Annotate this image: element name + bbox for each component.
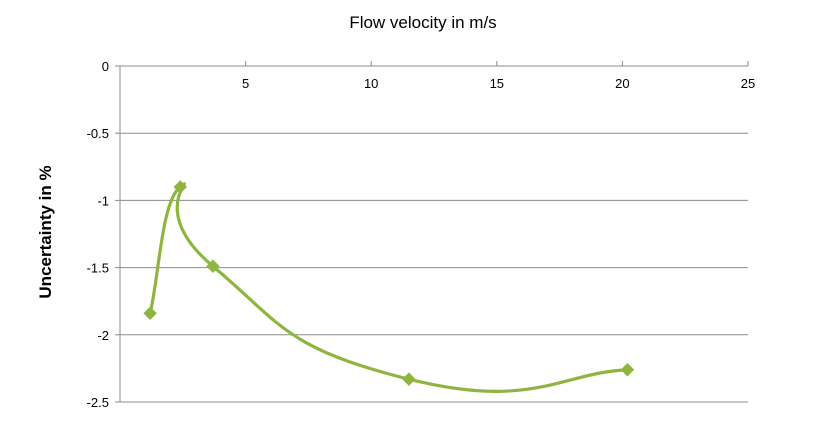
plot-area	[148, 182, 630, 393]
data-point-marker	[206, 259, 220, 273]
y-tick-label: -1.5	[87, 261, 109, 276]
markers	[143, 180, 635, 386]
x-tick-label: 10	[364, 76, 378, 91]
data-point-marker	[402, 372, 416, 386]
x-tick-label: 25	[741, 76, 755, 91]
x-tick-label: 20	[615, 76, 629, 91]
y-tick-label: -1	[97, 193, 109, 208]
tick-labels: 0 -0.5 -1 -1.5 -2 -2.5 5 10 15 20 25	[87, 59, 756, 410]
data-point-marker	[620, 363, 635, 377]
y-tick-label: -0.5	[87, 126, 109, 141]
x-tick-label: 5	[242, 76, 249, 91]
data-point-marker	[143, 306, 157, 321]
data-point-marker	[173, 180, 187, 194]
grid	[120, 132, 748, 403]
series-line-0	[148, 182, 630, 393]
x-tick-label: 15	[490, 76, 504, 91]
y-tick-label: -2	[97, 328, 109, 343]
y-axis-title: Uncertainty in %	[36, 165, 55, 298]
y-tick-label: 0	[102, 59, 109, 74]
x-axis-title: Flow velocity in m/s	[349, 13, 496, 32]
axes	[115, 61, 749, 403]
y-tick-label: -2.5	[87, 395, 109, 410]
